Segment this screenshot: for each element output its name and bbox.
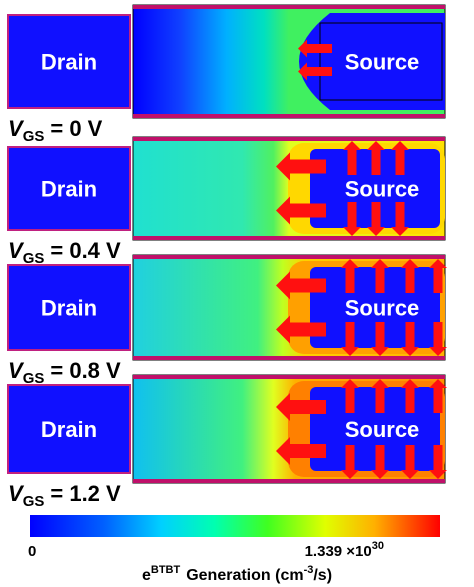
source-outline [319, 22, 443, 101]
channel-edge-top [133, 255, 445, 259]
vgs-label: VGS = 1.2 V [8, 481, 121, 510]
source-region [310, 149, 440, 228]
channel-edge-bottom [133, 236, 445, 240]
channel-edge-top [133, 137, 445, 141]
channel-edge-top [133, 5, 445, 9]
vgs-label: VGS = 0 V [8, 116, 103, 145]
vgs-subscript: GS [23, 250, 45, 267]
source-label: Source [345, 50, 420, 75]
drain [7, 264, 131, 351]
vgs-subscript: GS [23, 493, 45, 510]
colorbar-max: 1.339 ×1030 [305, 540, 384, 560]
drain [7, 384, 131, 474]
title-unit-end: /s) [313, 567, 332, 584]
source-label: Source [345, 296, 420, 321]
vgs-symbol: V [8, 116, 25, 141]
source-region [299, 13, 445, 110]
arrow [429, 379, 447, 413]
channel-edge-bottom [133, 114, 445, 118]
vgs-value: = 0.8 V [50, 358, 121, 383]
vgs-symbol: V [8, 481, 25, 506]
panel: Drain Source VGS = 0 V [7, 4, 446, 145]
drain [7, 146, 131, 231]
vgs-label: VGS = 0.8 V [8, 358, 121, 387]
arrow [371, 322, 389, 356]
arrow [341, 379, 359, 413]
panel: Drain Source VGS = 1.2 V [7, 374, 447, 510]
channel-edge-bottom [133, 479, 445, 483]
arrow [276, 393, 326, 421]
arrow [276, 437, 326, 465]
arrow [367, 141, 385, 175]
arrow [341, 322, 359, 356]
vgs-symbol: V [8, 238, 25, 263]
panel: Drain Source VGS = 0.4 V [7, 136, 446, 267]
colorbar [30, 515, 440, 537]
colorbar-max-exp: 30 [372, 540, 384, 552]
arrow [343, 202, 361, 236]
arrow [371, 379, 389, 413]
arrow [401, 445, 419, 479]
vgs-value: = 0.4 V [50, 238, 121, 263]
drain-label: Drain [41, 177, 97, 202]
drain [7, 14, 131, 109]
title-text: Generation (cm [186, 567, 303, 584]
colorbar-max-base: 1.339 ×10 [305, 543, 372, 560]
arrow [367, 202, 385, 236]
arrow [341, 259, 359, 293]
arrow [371, 259, 389, 293]
arrow [401, 259, 419, 293]
colorbar-title: eBTBT Generation (cm-3/s) [142, 564, 332, 584]
vgs-value: = 0 V [50, 116, 102, 141]
drain-label: Drain [41, 50, 97, 75]
arrow [298, 39, 332, 58]
source-label: Source [345, 177, 420, 202]
vgs-label: VGS = 0.4 V [8, 238, 121, 267]
drain-label: Drain [41, 296, 97, 321]
arrow [276, 271, 326, 300]
arrow [276, 152, 326, 181]
arrow [276, 196, 326, 225]
vgs-subscript: GS [23, 128, 45, 145]
arrow [371, 445, 389, 479]
title-sup: BTBT [151, 564, 181, 576]
channel-edge-bottom [133, 356, 445, 360]
panel: Drain Source VGS = 0.8 V [7, 254, 447, 387]
arrow [429, 259, 447, 293]
vgs-subscript: GS [23, 370, 45, 387]
title-unit-sup: -3 [304, 564, 314, 576]
arrow [401, 322, 419, 356]
arrow [298, 62, 332, 81]
arrow [429, 445, 447, 479]
arrow [276, 315, 326, 344]
arrow [391, 141, 409, 175]
arrow [343, 141, 361, 175]
arrow [401, 379, 419, 413]
arrow [429, 322, 447, 356]
title-base: e [142, 567, 151, 584]
colorbar-min: 0 [28, 543, 36, 560]
source-label: Source [345, 417, 420, 442]
drain-label: Drain [41, 417, 97, 442]
arrow [391, 202, 409, 236]
arrow [341, 445, 359, 479]
vgs-symbol: V [8, 358, 25, 383]
channel-edge-top [133, 375, 445, 379]
vgs-value: = 1.2 V [50, 481, 121, 506]
